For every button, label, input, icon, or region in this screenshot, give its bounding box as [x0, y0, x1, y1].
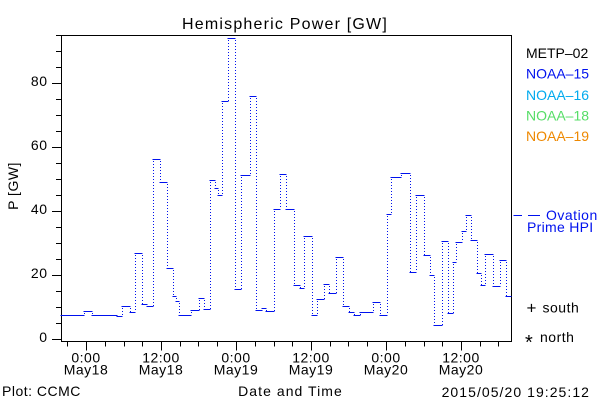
svg-text:May20: May20 [364, 362, 409, 378]
svg-text:May19: May19 [214, 362, 259, 378]
svg-text:0: 0 [39, 329, 47, 345]
svg-text:May20: May20 [439, 362, 484, 378]
svg-text:+: + [527, 299, 537, 318]
svg-text:NOAA–15: NOAA–15 [526, 66, 589, 82]
svg-text:12:00: 12:00 [292, 350, 330, 366]
svg-text:0:00: 0:00 [221, 350, 250, 366]
svg-text:May18: May18 [64, 362, 109, 378]
svg-text:Ovation: Ovation [546, 207, 598, 223]
svg-text:Date and Time: Date and Time [238, 383, 343, 399]
svg-text:2015/05/20 19:25:12: 2015/05/20 19:25:12 [442, 384, 590, 400]
svg-text:north: north [540, 329, 574, 345]
svg-text:*: * [525, 332, 533, 354]
svg-text:NOAA–19: NOAA–19 [526, 128, 589, 144]
svg-text:60: 60 [31, 137, 48, 153]
svg-text:NOAA–18: NOAA–18 [526, 108, 589, 124]
svg-text:Hemispheric Power [GW]: Hemispheric Power [GW] [182, 16, 388, 33]
svg-text:May18: May18 [139, 362, 184, 378]
svg-text:south: south [543, 300, 580, 316]
svg-text:40: 40 [31, 201, 48, 217]
svg-text:P [GW]: P [GW] [5, 162, 21, 210]
svg-text:May19: May19 [289, 362, 334, 378]
svg-text:0:00: 0:00 [371, 350, 400, 366]
svg-text:NOAA–16: NOAA–16 [526, 87, 589, 103]
svg-text:20: 20 [31, 265, 48, 281]
svg-text:METP–02: METP–02 [526, 45, 588, 61]
svg-text:0:00: 0:00 [71, 350, 100, 366]
svg-text:80: 80 [31, 73, 48, 89]
svg-text:Prime HPI: Prime HPI [527, 219, 594, 235]
svg-text:12:00: 12:00 [442, 350, 480, 366]
svg-text:12:00: 12:00 [142, 350, 180, 366]
svg-text:Plot: CCMC: Plot: CCMC [2, 383, 81, 399]
